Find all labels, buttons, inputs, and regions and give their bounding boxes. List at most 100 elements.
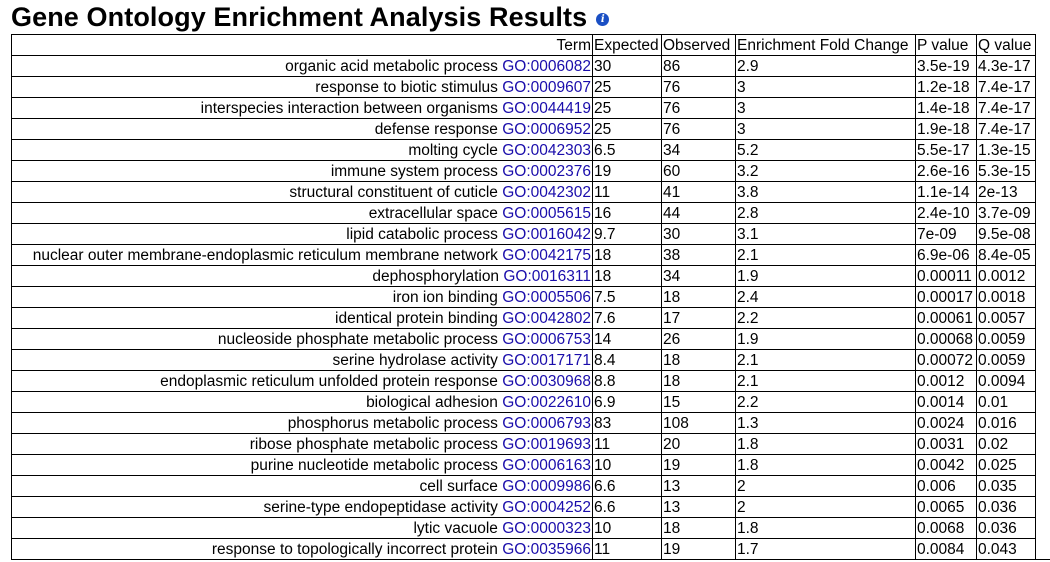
term-name: ribose phosphate metabolic process bbox=[249, 435, 498, 453]
q-value-cell: 7.4e-17 bbox=[976, 76, 1036, 98]
table-row: serine hydrolase activity GO:0017171 8.4 1… bbox=[11, 349, 1036, 371]
p-value-cell: 0.006 bbox=[915, 475, 977, 497]
table-row: phosphorus metabolic process GO:0006793 8… bbox=[11, 412, 1036, 434]
term-cell: molting cycle GO:0042303 bbox=[11, 139, 593, 161]
expected-cell: 6.5 bbox=[592, 139, 662, 161]
table-row: nucleoside phosphate metabolic process G… bbox=[11, 328, 1036, 350]
p-value-cell: 0.0042 bbox=[915, 454, 977, 476]
observed-cell: 38 bbox=[661, 244, 736, 266]
go-id-link[interactable]: GO:0005506 bbox=[502, 288, 591, 306]
term-cell: interspecies interaction between organis… bbox=[11, 97, 593, 119]
fold-change-cell: 1.9 bbox=[735, 265, 916, 287]
column-header-fold-change[interactable]: Enrichment Fold Change bbox=[735, 34, 916, 56]
go-id-link[interactable]: GO:0019693 bbox=[502, 435, 591, 453]
q-value-cell: 3.7e-09 bbox=[976, 202, 1036, 224]
fold-change-cell: 2.2 bbox=[735, 391, 916, 413]
go-id-link[interactable]: GO:0030968 bbox=[502, 372, 591, 390]
go-id-link[interactable]: GO:0017171 bbox=[502, 351, 591, 369]
table-row: defense response GO:0006952 25 76 3 1.9e-18 7… bbox=[11, 118, 1036, 140]
table-row: structural constituent of cuticle GO:004… bbox=[11, 181, 1036, 203]
term-cell: response to biotic stimulus GO:0009607 bbox=[11, 76, 593, 98]
term-cell: purine nucleotide metabolic process GO:0… bbox=[11, 454, 593, 476]
observed-cell: 19 bbox=[661, 538, 736, 560]
q-value-cell: 0.0018 bbox=[976, 286, 1036, 308]
q-value-cell: 5.3e-15 bbox=[976, 160, 1036, 182]
expected-cell: 10 bbox=[592, 517, 662, 539]
fold-change-cell: 2.4 bbox=[735, 286, 916, 308]
term-cell: extracellular space GO:0005615 bbox=[11, 202, 593, 224]
fold-change-cell: 1.3 bbox=[735, 412, 916, 434]
go-id-link[interactable]: GO:0009986 bbox=[502, 477, 591, 495]
p-value-cell: 0.0031 bbox=[915, 433, 977, 455]
go-id-link[interactable]: GO:0006952 bbox=[502, 120, 591, 138]
table-row: dephosphorylation GO:0016311 18 34 1.9 0.000… bbox=[11, 265, 1036, 287]
expected-cell: 11 bbox=[592, 433, 662, 455]
table-row: immune system process GO:0002376 19 60 3.2 2… bbox=[11, 160, 1036, 182]
term-cell: immune system process GO:0002376 bbox=[11, 160, 593, 182]
term-name: lipid catabolic process bbox=[346, 225, 498, 243]
fold-change-cell: 5.2 bbox=[735, 139, 916, 161]
term-name: interspecies interaction between organis… bbox=[200, 99, 498, 117]
go-id-link[interactable]: GO:0006753 bbox=[502, 330, 591, 348]
expected-cell: 6.6 bbox=[592, 496, 662, 518]
column-header-q-value[interactable]: Q value bbox=[976, 34, 1036, 56]
expected-cell: 18 bbox=[592, 265, 662, 287]
p-value-cell: 1.2e-18 bbox=[915, 76, 977, 98]
info-icon[interactable]: i bbox=[596, 13, 610, 26]
go-id-link[interactable]: GO:0009607 bbox=[502, 78, 591, 96]
p-value-cell: 6.9e-06 bbox=[915, 244, 977, 266]
table-row: biological adhesion GO:0022610 6.9 15 2.2 0.… bbox=[11, 391, 1036, 413]
fold-change-cell: 2.1 bbox=[735, 349, 916, 371]
p-value-cell: 7e-09 bbox=[915, 223, 977, 245]
expected-cell: 83 bbox=[592, 412, 662, 434]
column-header-expected[interactable]: Expected bbox=[592, 34, 662, 56]
p-value-cell: 0.0012 bbox=[915, 370, 977, 392]
q-value-cell: 1.3e-15 bbox=[976, 139, 1036, 161]
term-name: lytic vacuole bbox=[413, 519, 498, 537]
p-value-cell: 0.00072 bbox=[915, 349, 977, 371]
go-id-link[interactable]: GO:0000323 bbox=[502, 519, 591, 537]
observed-cell: 17 bbox=[661, 307, 736, 329]
term-cell: lipid catabolic process GO:0016042 bbox=[11, 223, 593, 245]
go-id-link[interactable]: GO:0044419 bbox=[502, 99, 591, 117]
q-value-cell: 0.0094 bbox=[976, 370, 1036, 392]
p-value-cell: 0.00068 bbox=[915, 328, 977, 350]
expected-cell: 9.7 bbox=[592, 223, 662, 245]
go-id-link[interactable]: GO:0002376 bbox=[502, 162, 591, 180]
go-id-link[interactable]: GO:0006163 bbox=[502, 456, 591, 474]
go-id-link[interactable]: GO:0006082 bbox=[502, 57, 591, 75]
p-value-cell: 1.9e-18 bbox=[915, 118, 977, 140]
q-value-cell: 4.3e-17 bbox=[976, 55, 1036, 77]
column-header-observed[interactable]: Observed bbox=[661, 34, 736, 56]
fold-change-cell: 2.1 bbox=[735, 370, 916, 392]
go-id-link[interactable]: GO:0016311 bbox=[503, 267, 591, 285]
fold-change-cell: 3 bbox=[735, 76, 916, 98]
column-header-p-value[interactable]: P value bbox=[915, 34, 977, 56]
fold-change-cell: 2 bbox=[735, 475, 916, 497]
term-name: dephosphorylation bbox=[372, 267, 500, 285]
table-body: organic acid metabolic process GO:000608… bbox=[11, 55, 1036, 560]
p-value-cell: 2.4e-10 bbox=[915, 202, 977, 224]
observed-cell: 18 bbox=[661, 349, 736, 371]
term-name: nucleoside phosphate metabolic process bbox=[217, 330, 498, 348]
observed-cell: 18 bbox=[661, 517, 736, 539]
go-id-link[interactable]: GO:0042303 bbox=[502, 141, 591, 159]
term-cell: ribose phosphate metabolic process GO:00… bbox=[11, 433, 593, 455]
go-id-link[interactable]: GO:0016042 bbox=[502, 225, 591, 243]
go-id-link[interactable]: GO:0042302 bbox=[502, 183, 591, 201]
term-cell: endoplasmic reticulum unfolded protein r… bbox=[11, 370, 593, 392]
go-id-link[interactable]: GO:0042802 bbox=[502, 309, 591, 327]
column-header-term[interactable]: Term bbox=[11, 34, 593, 56]
q-value-cell: 0.035 bbox=[976, 475, 1036, 497]
fold-change-cell: 2 bbox=[735, 496, 916, 518]
go-id-link[interactable]: GO:0022610 bbox=[502, 393, 591, 411]
go-id-link[interactable]: GO:0005615 bbox=[502, 204, 591, 222]
observed-cell: 30 bbox=[661, 223, 736, 245]
expected-cell: 8.8 bbox=[592, 370, 662, 392]
go-id-link[interactable]: GO:0006793 bbox=[502, 414, 591, 432]
p-value-cell: 0.0068 bbox=[915, 517, 977, 539]
q-value-cell: 8.4e-05 bbox=[976, 244, 1036, 266]
go-id-link[interactable]: GO:0035966 bbox=[502, 540, 591, 558]
go-id-link[interactable]: GO:0042175 bbox=[502, 246, 591, 264]
go-id-link[interactable]: GO:0004252 bbox=[502, 498, 591, 516]
